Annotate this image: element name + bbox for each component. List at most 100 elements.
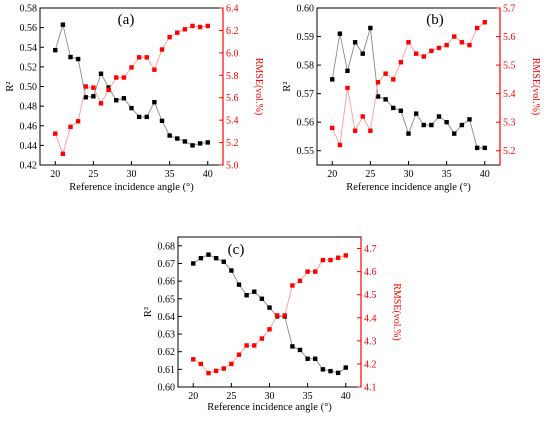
data-point-r2 (129, 105, 134, 111)
panel-label: (c) (228, 242, 245, 258)
data-point-rmse (244, 343, 249, 348)
panel-label: (a) (118, 12, 135, 28)
y-left-tick-label: 0.63 (158, 330, 176, 341)
y-right-tick-label: 4.1 (364, 383, 377, 394)
data-point-rmse (343, 253, 348, 258)
data-point-rmse (305, 269, 310, 274)
data-point-r2 (244, 293, 249, 298)
data-point-rmse (352, 128, 358, 133)
y-left-tick-label: 0.65 (158, 294, 176, 305)
panel-label: (b) (426, 12, 444, 28)
y-left-axis-label: R² (143, 307, 154, 317)
x-tick-label: 35 (303, 391, 313, 402)
data-point-rmse (328, 257, 333, 263)
data-point-r2 (53, 47, 58, 53)
data-point-rmse (197, 24, 203, 30)
data-point-rmse (114, 75, 119, 80)
data-point-rmse (330, 125, 335, 131)
data-point-rmse (467, 42, 472, 48)
series-rmse-line (193, 255, 346, 374)
y-left-tick-label: 0.66 (158, 277, 176, 288)
data-point-r2 (229, 268, 234, 273)
data-point-r2 (182, 139, 188, 144)
data-point-r2 (91, 94, 96, 99)
data-point-rmse (213, 368, 219, 374)
data-point-rmse (144, 55, 149, 60)
plot-frame (39, 7, 224, 166)
y-left-tick-label: 0.58 (297, 61, 315, 72)
data-point-rmse (297, 278, 303, 284)
data-point-r2 (413, 111, 419, 116)
chart-c-svg: 20 25 30 35 40 0.60 0.61 0.62 0.63 0.64 0.65 0.66 0.… (143, 236, 402, 413)
y-left-tick-label: 0.62 (158, 347, 176, 358)
y-right-tick-label: 5.3 (503, 118, 516, 129)
data-point-r2 (467, 117, 472, 122)
data-point-rmse (136, 55, 142, 60)
data-point-rmse (121, 75, 127, 80)
data-point-r2 (383, 97, 388, 102)
data-point-r2 (368, 25, 373, 31)
y-left-tick-label: 0.64 (158, 312, 176, 323)
data-point-rmse (191, 357, 196, 362)
data-point-r2 (459, 122, 465, 128)
data-point-r2 (360, 51, 365, 56)
data-point-rmse (444, 42, 449, 48)
x-tick-label: 35 (442, 169, 452, 180)
data-point-rmse (205, 23, 210, 29)
data-point-rmse (360, 114, 365, 119)
data-point-r2 (83, 95, 88, 100)
data-point-r2 (290, 344, 295, 349)
data-point-rmse (267, 327, 272, 332)
data-point-r2 (75, 56, 81, 62)
y-left-tick-label: 0.58 (20, 4, 38, 15)
y-left-tick-label: 0.48 (20, 102, 38, 113)
data-point-r2 (259, 296, 265, 301)
data-point-r2 (328, 368, 333, 374)
data-point-rmse (429, 48, 434, 54)
data-point-r2 (221, 259, 226, 264)
x-tick-label: 25 (365, 169, 375, 180)
data-point-rmse (436, 45, 442, 51)
data-point-rmse (383, 71, 388, 76)
data-point-r2 (98, 71, 104, 76)
data-point-r2 (398, 108, 404, 113)
data-point-r2 (213, 255, 219, 261)
series-r2-line (54, 22, 208, 146)
data-point-r2 (482, 145, 487, 151)
data-point-rmse (129, 65, 134, 70)
y-right-tick-label: 6.4 (226, 4, 239, 15)
y-left-tick-label: 0.67 (158, 259, 176, 270)
data-point-r2 (106, 85, 111, 90)
data-point-r2 (121, 96, 127, 101)
data-point-rmse (335, 255, 341, 260)
y-right-tick-label: 5.7 (503, 4, 516, 15)
data-point-r2 (375, 94, 381, 99)
x-tick-label: 25 (88, 169, 98, 180)
y-right-axis-label: RMSE(vol.%) (253, 58, 264, 116)
data-point-rmse (320, 257, 326, 263)
data-point-r2 (436, 114, 442, 119)
data-point-rmse (452, 34, 457, 39)
y-right-axis-label: RMSE(vol.%) (530, 58, 541, 116)
data-point-r2 (60, 22, 66, 27)
data-point-rmse (406, 40, 411, 45)
data-point-rmse (98, 101, 104, 106)
chart-panel-c: 20 25 30 35 40 0.60 0.61 0.62 0.63 0.64 0.65 0.66 0.… (138, 210, 411, 424)
y-right-tick-label: 5.2 (226, 138, 239, 149)
data-point-rmse (274, 313, 280, 318)
chart-panel-a: 20 25 30 35 40 0.42 0.44 0.46 0.48 0.50 0.52 0.54 0.… (0, 0, 273, 215)
y-right-axis-label: RMSE(vol.%) (391, 283, 402, 341)
data-point-rmse (391, 77, 396, 82)
data-point-r2 (320, 367, 326, 372)
y-right-tick-label: 4.3 (364, 336, 377, 347)
x-tick-label: 25 (226, 391, 236, 402)
data-point-rmse (68, 124, 73, 130)
data-point-rmse (106, 87, 111, 93)
data-point-r2 (343, 365, 348, 370)
data-point-r2 (198, 255, 204, 261)
y-left-tick-label: 0.60 (297, 4, 315, 15)
data-point-rmse (60, 151, 66, 156)
y-right-tick-label: 5.6 (226, 93, 239, 104)
data-point-rmse (337, 142, 343, 148)
data-point-rmse (313, 269, 318, 274)
